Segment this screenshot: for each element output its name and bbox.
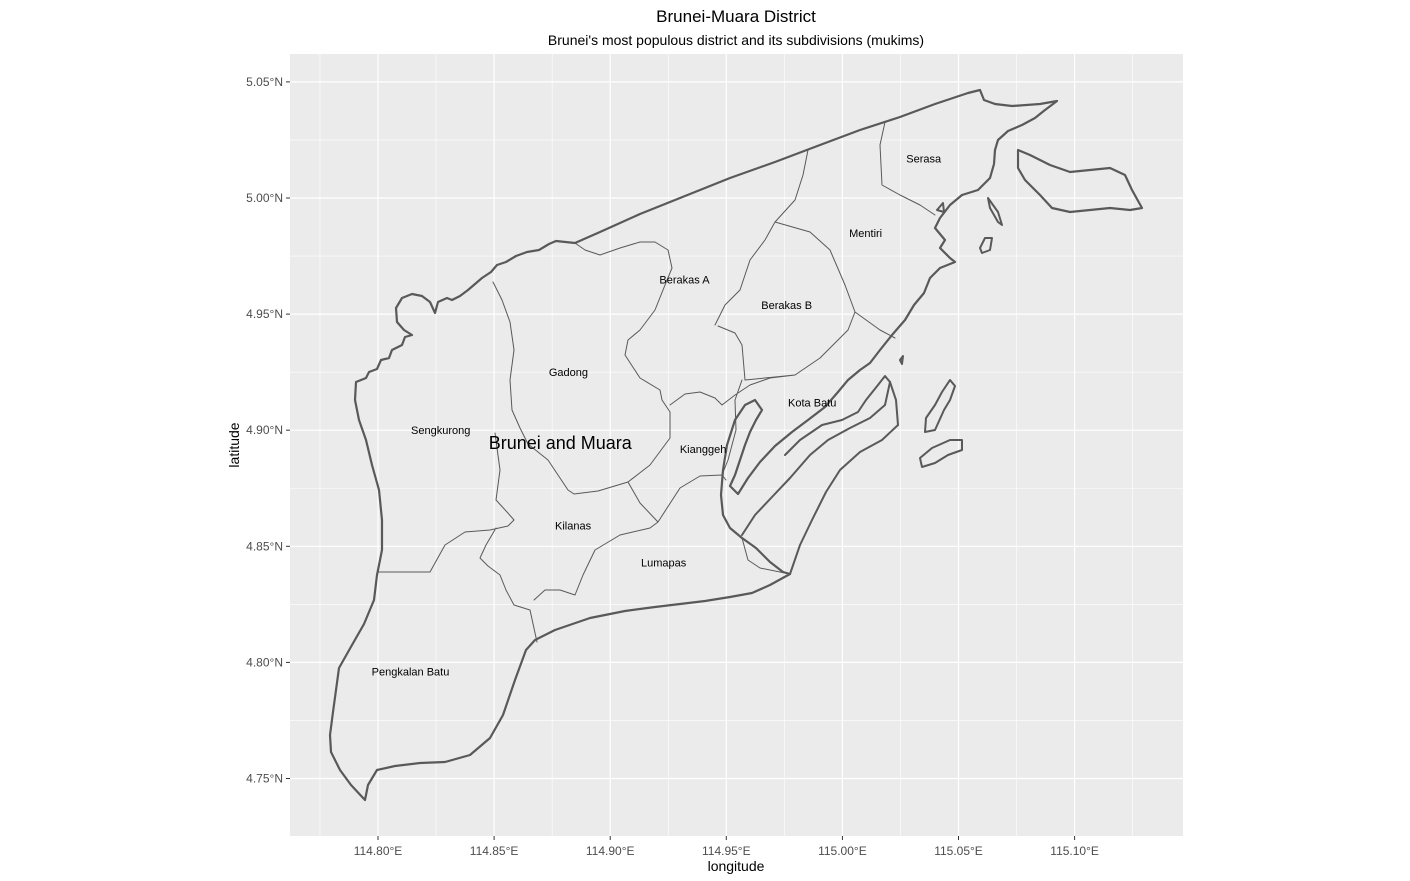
island bbox=[924, 379, 956, 433]
mukim-label-sengkurong: Sengkurong bbox=[411, 425, 470, 437]
map-title: Brunei-Muara District bbox=[656, 7, 816, 26]
mukim-label-gadong: Gadong bbox=[549, 367, 588, 379]
plot-panel bbox=[290, 54, 1183, 836]
mukim-label-serasa: Serasa bbox=[906, 154, 942, 166]
x-tick-label: 115.10°E bbox=[1050, 844, 1099, 858]
island bbox=[979, 237, 993, 254]
y-axis-title: latitude bbox=[226, 422, 242, 467]
island bbox=[899, 355, 904, 365]
x-axis: 114.80°E 114.85°E 114.90°E 114.95°E 115.00°E… bbox=[354, 836, 1099, 858]
mukim-label-mentiri: Mentiri bbox=[849, 228, 882, 240]
y-tick-label: 4.95°N bbox=[246, 307, 283, 321]
mukim-label-berakas-a: Berakas A bbox=[659, 274, 710, 286]
y-tick-label: 4.80°N bbox=[246, 655, 283, 669]
mukim-label-berakas-b: Berakas B bbox=[761, 300, 812, 312]
mukim-label-kianggeh: Kianggeh bbox=[680, 444, 727, 456]
y-tick-label: 5.05°N bbox=[246, 75, 283, 89]
mukim-labels: Serasa Mentiri Berakas A Berakas B Gadong Kot… bbox=[372, 154, 942, 679]
mukim-label-pengkalan-batu: Pengkalan Batu bbox=[372, 667, 450, 679]
mukim-boundaries bbox=[377, 121, 936, 643]
x-tick-label: 115.05°E bbox=[934, 844, 983, 858]
x-tick-label: 114.85°E bbox=[470, 844, 519, 858]
river-bank bbox=[789, 381, 899, 575]
mukim-label-lumapas: Lumapas bbox=[641, 558, 687, 570]
y-axis: 4.75°N 4.80°N 4.85°N 4.90°N 4.95°N 5.00°N 5.05… bbox=[246, 75, 290, 786]
x-tick-label: 114.95°E bbox=[702, 844, 751, 858]
mukim-label-kilanas: Kilanas bbox=[555, 520, 592, 532]
y-tick-label: 4.90°N bbox=[246, 423, 283, 437]
island bbox=[987, 197, 1003, 226]
peninsula-boundary bbox=[1016, 148, 1144, 214]
map-subtitle: Brunei's most populous district and its … bbox=[548, 32, 924, 48]
x-tick-label: 115.00°E bbox=[818, 844, 867, 858]
x-axis-title: longitude bbox=[708, 858, 765, 874]
mukim-label-kota-batu: Kota Batu bbox=[788, 397, 836, 409]
island bbox=[919, 439, 963, 468]
y-tick-label: 5.00°N bbox=[246, 191, 283, 205]
district-label: Brunei and Muara bbox=[489, 433, 633, 453]
island bbox=[936, 202, 945, 213]
district-boundary bbox=[328, 88, 1059, 802]
river-channel bbox=[741, 375, 891, 536]
y-tick-label: 4.75°N bbox=[246, 772, 283, 786]
y-tick-label: 4.85°N bbox=[246, 539, 283, 553]
district-map bbox=[328, 88, 1144, 802]
x-tick-label: 114.90°E bbox=[586, 844, 635, 858]
x-tick-label: 114.80°E bbox=[354, 844, 403, 858]
